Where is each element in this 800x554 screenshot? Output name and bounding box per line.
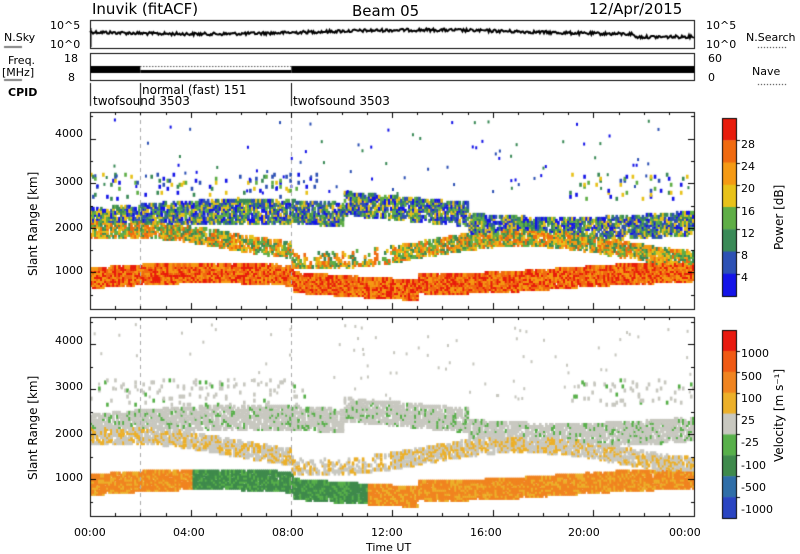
vel-cb-tick-m1000: -1000 (741, 503, 773, 516)
xtick-3: 12:00 (371, 526, 403, 539)
xtick-5: 20:00 (568, 526, 600, 539)
xtick-0: 00:00 (74, 526, 106, 539)
power-cb-tick-8: 8 (741, 249, 748, 262)
velocity-ytick-4000: 4000 (55, 334, 83, 347)
xlabel: Time UT (366, 541, 412, 554)
nsearch-top-tick: 10^5 (706, 19, 737, 32)
power-cb-label: Power [dB] (772, 184, 786, 250)
vel-cb-tick-100: 100 (741, 392, 762, 405)
vel-cb-tick-m500: -500 (741, 481, 766, 494)
power-ytick-2000: 2000 (55, 221, 83, 234)
freq-top-tick: 18 (64, 52, 78, 65)
nsky-top-tick: 10^5 (50, 19, 81, 32)
vel-cb-tick-500: 500 (741, 370, 762, 383)
power-cb-tick-4: 4 (741, 271, 748, 284)
nsearch-bottom-tick: 10^0 (706, 38, 737, 51)
power-cb-tick-20: 20 (741, 182, 755, 195)
xtick-2: 08:00 (272, 526, 304, 539)
nave-label: Nave (752, 65, 781, 78)
freq-unit-label: [MHz] (2, 66, 35, 79)
freq-bottom-tick: 8 (68, 71, 75, 84)
vel-cb-tick-1000: 1000 (741, 347, 769, 360)
power-cb-tick-12: 12 (741, 227, 755, 240)
velocity-ytick-3000: 3000 (55, 380, 83, 393)
nave-bottom-tick: 0 (708, 71, 715, 84)
xtick-4: 16:00 (470, 526, 502, 539)
power-cb-tick-28: 28 (741, 138, 755, 151)
nsearch-label: N.Search (746, 31, 796, 44)
freq-label: Freq. (8, 54, 36, 67)
power-ytick-3000: 3000 (55, 175, 83, 188)
cpid-segment-2: normal (fast) 151 (142, 83, 247, 97)
power-ylabel: Slant Range [km] (26, 171, 40, 276)
velocity-ylabel: Slant Range [km] (26, 375, 40, 480)
power-cb-tick-16: 16 (741, 205, 755, 218)
vel-cb-tick-m100: -100 (741, 459, 766, 472)
power-ytick-4000: 4000 (55, 127, 83, 140)
xtick-6: 00:00 (669, 526, 701, 539)
velocity-ytick-2000: 2000 (55, 427, 83, 440)
nsky-label: N.Sky (4, 31, 36, 44)
power-ytick-1000: 1000 (55, 264, 83, 277)
xtick-1: 04:00 (173, 526, 205, 539)
vel-cb-tick-25: 25 (741, 414, 755, 427)
power-cb-tick-24: 24 (741, 160, 755, 173)
cpid-label: CPID (8, 86, 38, 99)
date-title: 12/Apr/2015 (589, 0, 683, 18)
nave-top-tick: 60 (708, 52, 722, 65)
nsky-bottom-tick: 10^0 (50, 38, 81, 51)
station-title: Inuvik (fitACF) (92, 0, 199, 18)
velocity-ytick-1000: 1000 (55, 471, 83, 484)
vel-cb-tick-m25: -25 (741, 436, 759, 449)
beam-title: Beam 05 (352, 2, 420, 20)
cpid-segment-3: twofsound 3503 (293, 94, 390, 108)
velocity-cb-label: Velocity [m s⁻¹] (772, 368, 786, 462)
cpid-segment-1: twofsound 3503 (93, 94, 190, 108)
